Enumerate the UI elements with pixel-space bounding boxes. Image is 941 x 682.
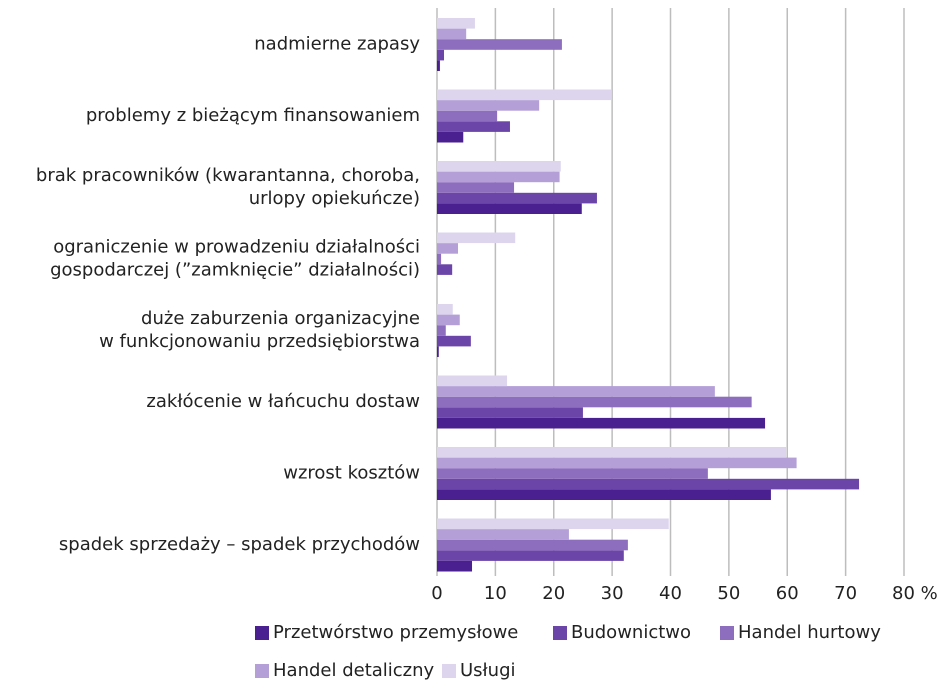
bar (437, 264, 453, 275)
legend-label: Budownictwo (571, 622, 691, 643)
bar (437, 243, 459, 254)
bar (437, 203, 582, 214)
legend-swatch (255, 626, 269, 640)
bar (437, 468, 708, 479)
bar (437, 314, 460, 326)
x-tick-label: 20 (542, 583, 565, 604)
legend-label: Handel detaliczny (273, 660, 435, 681)
bar (437, 447, 787, 458)
bar (437, 407, 583, 418)
category-label: wzrost kosztów (283, 463, 420, 484)
bar (437, 386, 715, 397)
bar (437, 232, 516, 244)
bar (437, 28, 467, 40)
x-tick-label: 0 (431, 583, 442, 604)
bar (437, 325, 446, 336)
legend-swatch (720, 626, 734, 640)
bar (437, 121, 510, 132)
x-tick-label: 40 (659, 583, 682, 604)
bar (437, 304, 453, 315)
bar (437, 529, 569, 540)
legend-swatch (553, 626, 567, 640)
category-label: zakłócenie w łańcuchu dostaw (146, 391, 420, 412)
x-tick-label: 50 (717, 583, 740, 604)
bar (437, 161, 561, 172)
x-tick-label: 80 % (892, 583, 938, 604)
bar (437, 253, 442, 265)
category-label: brak pracowników (kwarantanna, choroba, u… (36, 165, 420, 209)
bar (437, 171, 560, 183)
bar (437, 49, 445, 61)
bar (437, 335, 471, 347)
bar (437, 39, 562, 50)
legend-label: Przetwórstwo przemysłowe (273, 622, 518, 643)
x-tick-label: 30 (601, 583, 624, 604)
x-tick-label: 60 (776, 583, 799, 604)
bar (437, 478, 860, 490)
bar (437, 396, 752, 408)
category-label: duże zaburzenia organizacyjne w funkcjono… (99, 308, 420, 352)
bar (437, 89, 611, 101)
bar (437, 417, 766, 429)
category-label: spadek sprzedaży – spadek przychodów (59, 534, 420, 555)
legend-swatch (255, 664, 269, 678)
legend-label: Handel hurtowy (738, 622, 881, 643)
bar (437, 457, 797, 469)
category-label: nadmierne zapasy (254, 34, 420, 55)
category-label: ograniczenie w prowadzeniu działalności g… (50, 237, 420, 281)
bar (437, 375, 508, 387)
category-label: problemy z bieżącym finansowaniem (86, 105, 420, 126)
bar (437, 489, 771, 500)
bar (437, 539, 628, 551)
bar (437, 518, 669, 530)
x-tick-label: 10 (484, 583, 507, 604)
bar (437, 60, 440, 71)
x-tick-label: 70 (834, 583, 857, 604)
bar (437, 192, 597, 204)
bar (437, 346, 439, 357)
bar (437, 18, 475, 29)
legend-label: Usługi (460, 660, 516, 681)
bar (437, 550, 624, 561)
bar (437, 110, 498, 122)
bar (437, 182, 515, 193)
bar (437, 131, 464, 143)
bar (437, 100, 540, 111)
legend-swatch (442, 664, 456, 678)
bar (437, 560, 473, 572)
